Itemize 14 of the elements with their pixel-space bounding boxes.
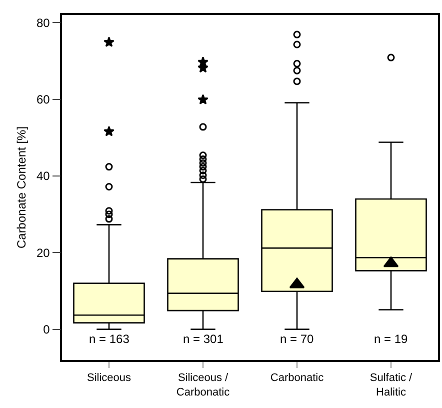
x-tick-label: Carbonatic <box>270 372 324 384</box>
annotation: n = 301 <box>183 332 224 346</box>
annotation: n = 19 <box>374 332 408 346</box>
y-tick-label: 20 <box>36 246 50 260</box>
x-tick-label: Sulfatic / Halitic <box>370 372 414 398</box>
y-tick-label: 60 <box>36 92 50 107</box>
annotation: n = 70 <box>280 332 314 346</box>
y-tick-label: 40 <box>36 169 50 184</box>
x-tick-label: Siliceous <box>86 372 132 384</box>
annotation: n = 163 <box>89 332 130 346</box>
y-tick-label: 80 <box>36 16 50 30</box>
y-axis-title: Carbonate Content [%] <box>14 126 28 249</box>
x-tick-label: Siliceous / Carbonatic <box>176 372 230 398</box>
y-tick-label: 0 <box>43 322 50 337</box>
